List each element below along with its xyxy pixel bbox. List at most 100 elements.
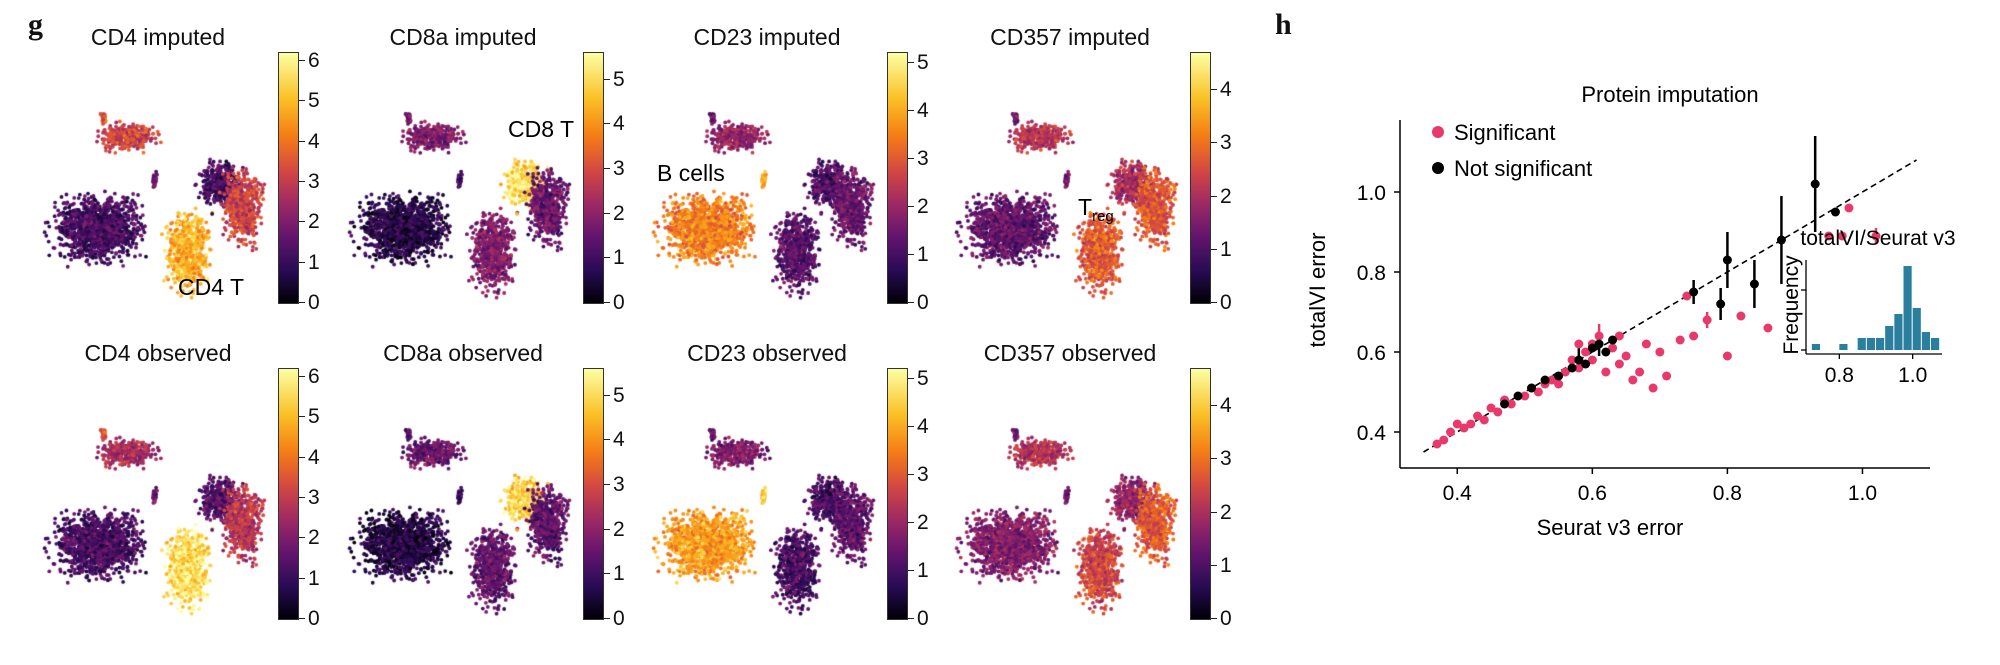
histogram-bar	[1811, 344, 1820, 350]
significant-point	[1587, 355, 1597, 365]
x-tick-label: 1.0	[1848, 482, 1877, 505]
colorbar-tick-label: 4	[308, 445, 320, 469]
not-significant-point	[1567, 363, 1577, 373]
significant-point	[1560, 367, 1570, 377]
umap-title: CD23 observed	[687, 340, 847, 366]
colorbar-tick-label: 0	[308, 607, 320, 630]
significant-point	[1574, 339, 1584, 349]
colorbar-tick-mark	[908, 425, 914, 427]
colorbar-tick-label: 4	[613, 112, 625, 136]
significant-point	[1655, 347, 1665, 357]
colorbar-tick-label: 0	[308, 291, 320, 314]
colorbar-tick-label: 0	[917, 291, 929, 314]
cell-type-label-text: CD4 T	[178, 274, 245, 300]
colorbar-tick-label: 2	[1220, 500, 1232, 524]
umap-title: CD4 observed	[84, 340, 232, 366]
colorbar-tick-label: 4	[917, 414, 929, 438]
not-significant-point	[1601, 347, 1611, 357]
colorbar-tick-label: 3	[613, 473, 625, 497]
significant-point	[1459, 423, 1469, 433]
panel-letter-g: g	[28, 8, 43, 41]
significant-point	[1736, 311, 1746, 321]
colorbar-tick-mark	[908, 377, 914, 379]
colorbar	[583, 52, 604, 304]
colorbar-tick-mark	[908, 569, 914, 571]
significant-point	[1554, 379, 1564, 389]
legend-marker-not-significant	[1432, 162, 1444, 174]
significant-point	[1837, 231, 1847, 241]
not-significant-point	[1810, 179, 1820, 189]
colorbar-tick-mark	[1211, 618, 1217, 619]
y-tick-label: 0.8	[1357, 262, 1386, 285]
colorbar-tick-label: 6	[308, 365, 320, 389]
colorbar-tick-mark	[1211, 89, 1217, 91]
protein-imputation-figure: Protein imputation 0.4 0.6 0.8 1.0 0.4 0.6 0.8 1…	[1305, 82, 1956, 540]
colorbar	[1190, 368, 1211, 620]
significant-point	[1608, 343, 1618, 353]
colorbar-tick-label: 0	[1220, 607, 1232, 630]
colorbar	[887, 368, 908, 620]
umap-title: CD8a observed	[383, 340, 543, 366]
not-significant-point	[1749, 279, 1759, 289]
colorbar-tick-label: 1	[613, 246, 625, 270]
significant-point	[1641, 339, 1651, 349]
colorbar-tick-mark	[299, 140, 305, 142]
colorbar-tick-mark	[604, 257, 610, 259]
colorbar-tick-mark	[908, 109, 914, 111]
colorbar-tick-mark	[299, 221, 305, 223]
not-significant-point	[1554, 371, 1564, 381]
umap-embedding-cd8_imp	[333, 57, 583, 312]
colorbar-tick-mark	[604, 484, 610, 486]
not-significant-point	[1608, 335, 1618, 345]
colorbar-tick-label: 5	[917, 50, 929, 74]
colorbar-tick-mark	[908, 205, 914, 207]
histogram-bar	[1912, 308, 1921, 350]
colorbar-tick-label: 2	[917, 510, 929, 534]
legend-label-not-significant: Not significant	[1454, 156, 1592, 181]
colorbar-tick-mark	[604, 168, 610, 170]
chart-title: Protein imputation	[1581, 82, 1758, 107]
colorbar-tick-label: 3	[1220, 447, 1232, 471]
colorbar-tick-mark	[908, 61, 914, 63]
colorbar-tick-mark	[604, 123, 610, 125]
colorbar	[1190, 52, 1211, 304]
significant-point	[1594, 331, 1604, 341]
not-significant-point	[1513, 391, 1523, 401]
colorbar-tick-mark	[604, 78, 610, 80]
colorbar-tick-mark	[299, 618, 305, 619]
colorbar-tick-label: 5	[308, 405, 320, 429]
x-tick-label: 0.8	[1713, 482, 1742, 505]
significant-point	[1547, 375, 1557, 385]
umap-embedding-cd4_imp	[28, 57, 278, 312]
cell-type-label-subscript: reg	[1092, 208, 1114, 225]
legend-marker-significant	[1432, 126, 1444, 138]
colorbar-tick-label: 2	[613, 517, 625, 541]
colorbar-tick-label: 5	[308, 89, 320, 113]
significant-point	[1486, 403, 1496, 413]
colorbar-tick-label: 2	[308, 526, 320, 550]
colorbar-tick-label: 0	[613, 607, 625, 630]
colorbar-tick-label: 1	[308, 566, 320, 590]
panel-letter-h: h	[1275, 8, 1292, 41]
colorbar-tick-mark	[908, 473, 914, 475]
y-tick-label: 0.6	[1357, 342, 1386, 365]
umap-title: CD357 observed	[983, 340, 1157, 366]
colorbar-tick-label: 5	[917, 366, 929, 390]
umap-embedding-cd357_obs	[940, 373, 1190, 628]
colorbar-tick-mark	[1211, 142, 1217, 144]
colorbar-tick-mark	[299, 302, 305, 303]
colorbar-tick-mark	[908, 618, 914, 619]
significant-point	[1473, 411, 1483, 421]
significant-point	[1520, 391, 1530, 401]
not-significant-point	[1689, 287, 1699, 297]
colorbar-tick-mark	[299, 181, 305, 183]
inset-x-tick-label: 1.0	[1898, 364, 1927, 387]
colorbar	[887, 52, 908, 304]
histogram-bar	[1885, 326, 1894, 350]
colorbar-tick-label: 2	[613, 201, 625, 225]
colorbar	[278, 52, 299, 304]
significant-point	[1493, 407, 1503, 417]
inset-title: totalVI/Seurat v3	[1800, 227, 1955, 250]
cell-type-label-text: T	[1078, 194, 1093, 220]
colorbar-tick-label: 3	[1220, 131, 1232, 155]
